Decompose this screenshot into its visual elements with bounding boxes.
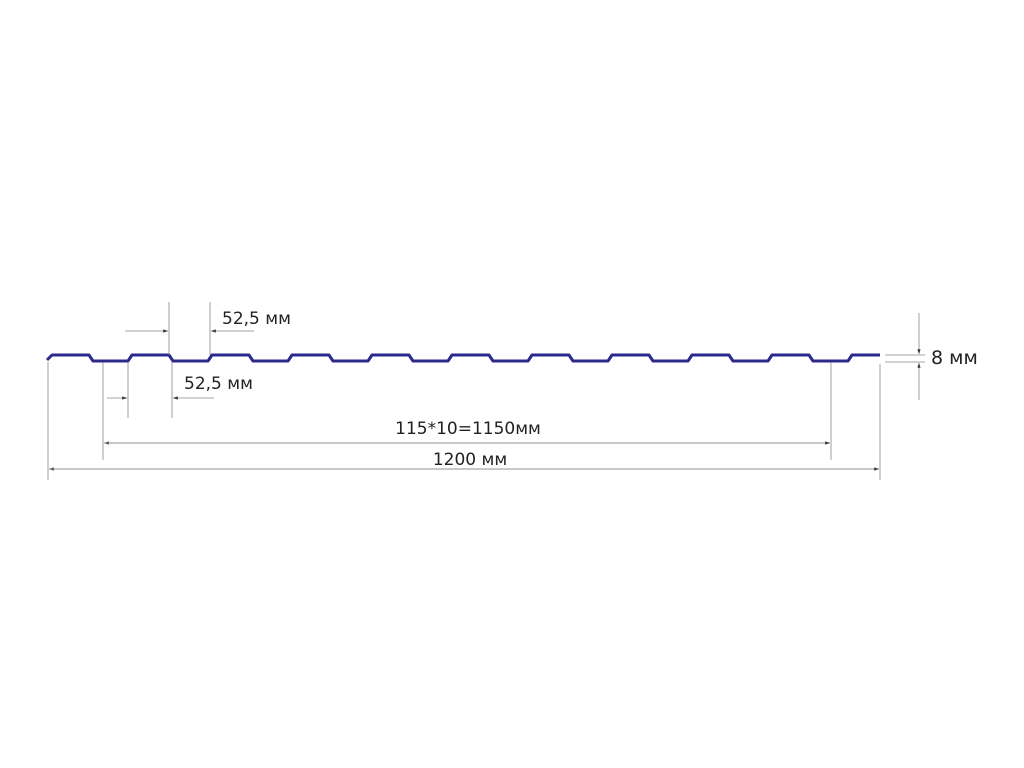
trough-width-label: 52,5 мм: [184, 374, 253, 394]
pitch-total-dimension: 115*10=1150мм: [102, 362, 832, 460]
total-width-label: 1200 мм: [433, 450, 507, 470]
height-label: 8 мм: [931, 347, 978, 369]
crest-width-dimension: 52,5 мм: [125, 302, 291, 355]
sheet-profile: [45, 353, 880, 363]
total-width-dimension: 1200 мм: [47, 362, 881, 480]
height-dimension: 8 мм: [885, 313, 978, 400]
pitch-total-label: 115*10=1150мм: [395, 419, 541, 439]
crest-width-label: 52,5 мм: [222, 309, 291, 329]
trough-width-dimension: 52,5 мм: [107, 362, 253, 418]
